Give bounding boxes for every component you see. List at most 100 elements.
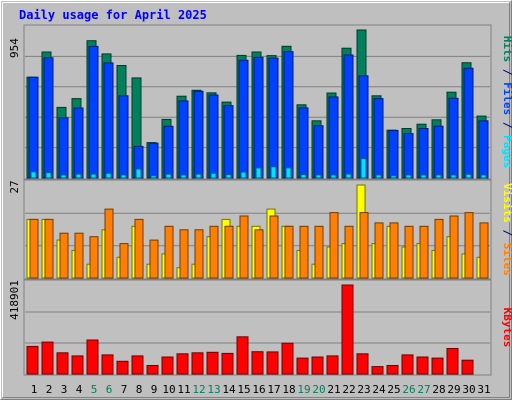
bar-files-day-1 (28, 76, 39, 179)
bar-pages-day-18 (285, 167, 292, 179)
bar-pages-day-3 (60, 174, 67, 179)
bar-files-day-2 (43, 57, 54, 179)
bar-pages-day-4 (75, 173, 82, 179)
bar-kbytes-day-9 (146, 365, 159, 375)
bar-files-day-19 (298, 107, 309, 179)
bar-pages-day-24 (375, 174, 382, 179)
bar-pages-day-9 (150, 175, 157, 179)
series-label-kbytes: KBytes (501, 308, 512, 348)
panel-1-series-label: Visits / Sites (501, 183, 512, 276)
bar-files-day-21 (328, 96, 339, 179)
bar-pages-day-21 (330, 174, 337, 179)
series-label-pages: Pages (501, 135, 512, 168)
kbytes-panel (23, 279, 492, 376)
series-label-visits: Visits (501, 183, 512, 223)
hits-files-pages-panel (23, 24, 492, 180)
bar-pages-day-8 (135, 168, 142, 179)
bar-kbytes-day-27 (416, 356, 429, 375)
bar-kbytes-day-23 (356, 353, 369, 375)
bar-kbytes-day-1 (26, 345, 39, 375)
bar-sites-day-8 (134, 218, 144, 279)
bar-kbytes-day-15 (236, 336, 249, 375)
bar-sites-day-2 (44, 218, 54, 279)
bar-files-day-10 (163, 125, 174, 179)
x-label-day-10: 10 (162, 383, 175, 396)
x-label-day-22: 22 (342, 383, 355, 396)
bar-files-day-26 (403, 133, 414, 179)
x-label-day-8: 8 (136, 383, 143, 396)
x-label-day-24: 24 (372, 383, 386, 396)
bar-kbytes-day-10 (161, 356, 174, 375)
bar-sites-day-25 (389, 222, 399, 279)
bar-sites-day-14 (224, 225, 234, 279)
bar-kbytes-day-17 (266, 351, 279, 375)
bar-sites-day-20 (314, 225, 324, 279)
x-label-day-21: 21 (327, 383, 340, 396)
x-label-day-30: 30 (462, 383, 475, 396)
x-label-day-28: 28 (432, 383, 445, 396)
panel-border (23, 279, 492, 376)
series-label-separator: / (501, 115, 512, 135)
bar-kbytes-day-5 (86, 339, 99, 375)
x-label-day-23: 23 (357, 383, 370, 396)
x-label-day-20: 20 (312, 383, 325, 396)
bar-files-day-7 (118, 95, 129, 179)
bar-kbytes-day-26 (401, 354, 414, 375)
bar-kbytes-day-4 (71, 355, 84, 375)
bar-sites-day-12 (194, 229, 204, 279)
bar-kbytes-day-30 (461, 359, 474, 375)
x-label-day-4: 4 (76, 383, 83, 396)
bar-sites-day-23 (359, 212, 369, 279)
bar-files-day-15 (238, 59, 249, 179)
bar-kbytes-day-7 (116, 360, 129, 375)
bar-files-day-18 (283, 51, 294, 179)
panel-border (23, 179, 492, 280)
bar-files-day-16 (253, 56, 264, 179)
bar-kbytes-day-3 (56, 352, 69, 375)
bar-pages-day-27 (420, 174, 427, 179)
x-label-day-2: 2 (46, 383, 53, 396)
bar-sites-day-11 (179, 229, 189, 279)
bar-pages-day-1 (30, 171, 37, 179)
bar-pages-day-29 (450, 174, 457, 179)
bar-files-day-9 (148, 142, 159, 179)
bar-kbytes-day-18 (281, 342, 294, 375)
bar-pages-day-25 (390, 175, 397, 179)
bar-kbytes-day-16 (251, 351, 264, 375)
x-label-day-12: 12 (192, 383, 205, 396)
series-label-separator: / (501, 223, 512, 243)
bar-pages-day-28 (435, 174, 442, 179)
x-label-day-9: 9 (151, 383, 158, 396)
panel-border (23, 24, 492, 180)
bar-sites-day-21 (329, 212, 339, 279)
bar-kbytes-day-11 (176, 353, 189, 375)
bar-kbytes-day-13 (206, 351, 219, 375)
bar-pages-day-16 (255, 167, 262, 179)
bar-files-day-12 (193, 90, 204, 179)
x-label-day-18: 18 (282, 383, 295, 396)
bar-pages-day-15 (240, 171, 247, 179)
bar-kbytes-day-21 (326, 355, 339, 375)
bar-kbytes-day-2 (41, 341, 54, 375)
x-label-day-17: 17 (267, 383, 280, 396)
panel-2-series-label: KBytes (501, 308, 512, 348)
x-label-day-5: 5 (91, 383, 98, 396)
bar-sites-day-22 (344, 225, 354, 279)
bar-sites-day-1 (29, 218, 39, 279)
x-label-day-13: 13 (207, 383, 220, 396)
bar-sites-day-15 (239, 215, 249, 279)
bar-sites-day-30 (464, 212, 474, 279)
x-label-day-19: 19 (297, 383, 310, 396)
bar-sites-day-24 (374, 222, 384, 279)
x-label-day-31: 31 (477, 383, 490, 396)
bar-files-day-28 (433, 125, 444, 179)
bar-pages-day-10 (165, 173, 172, 179)
bar-files-day-29 (448, 97, 459, 179)
bar-files-day-17 (268, 57, 279, 179)
bar-files-day-11 (178, 100, 189, 179)
bar-pages-day-17 (270, 166, 277, 179)
bar-sites-day-9 (149, 239, 159, 279)
bar-files-day-22 (343, 54, 354, 179)
